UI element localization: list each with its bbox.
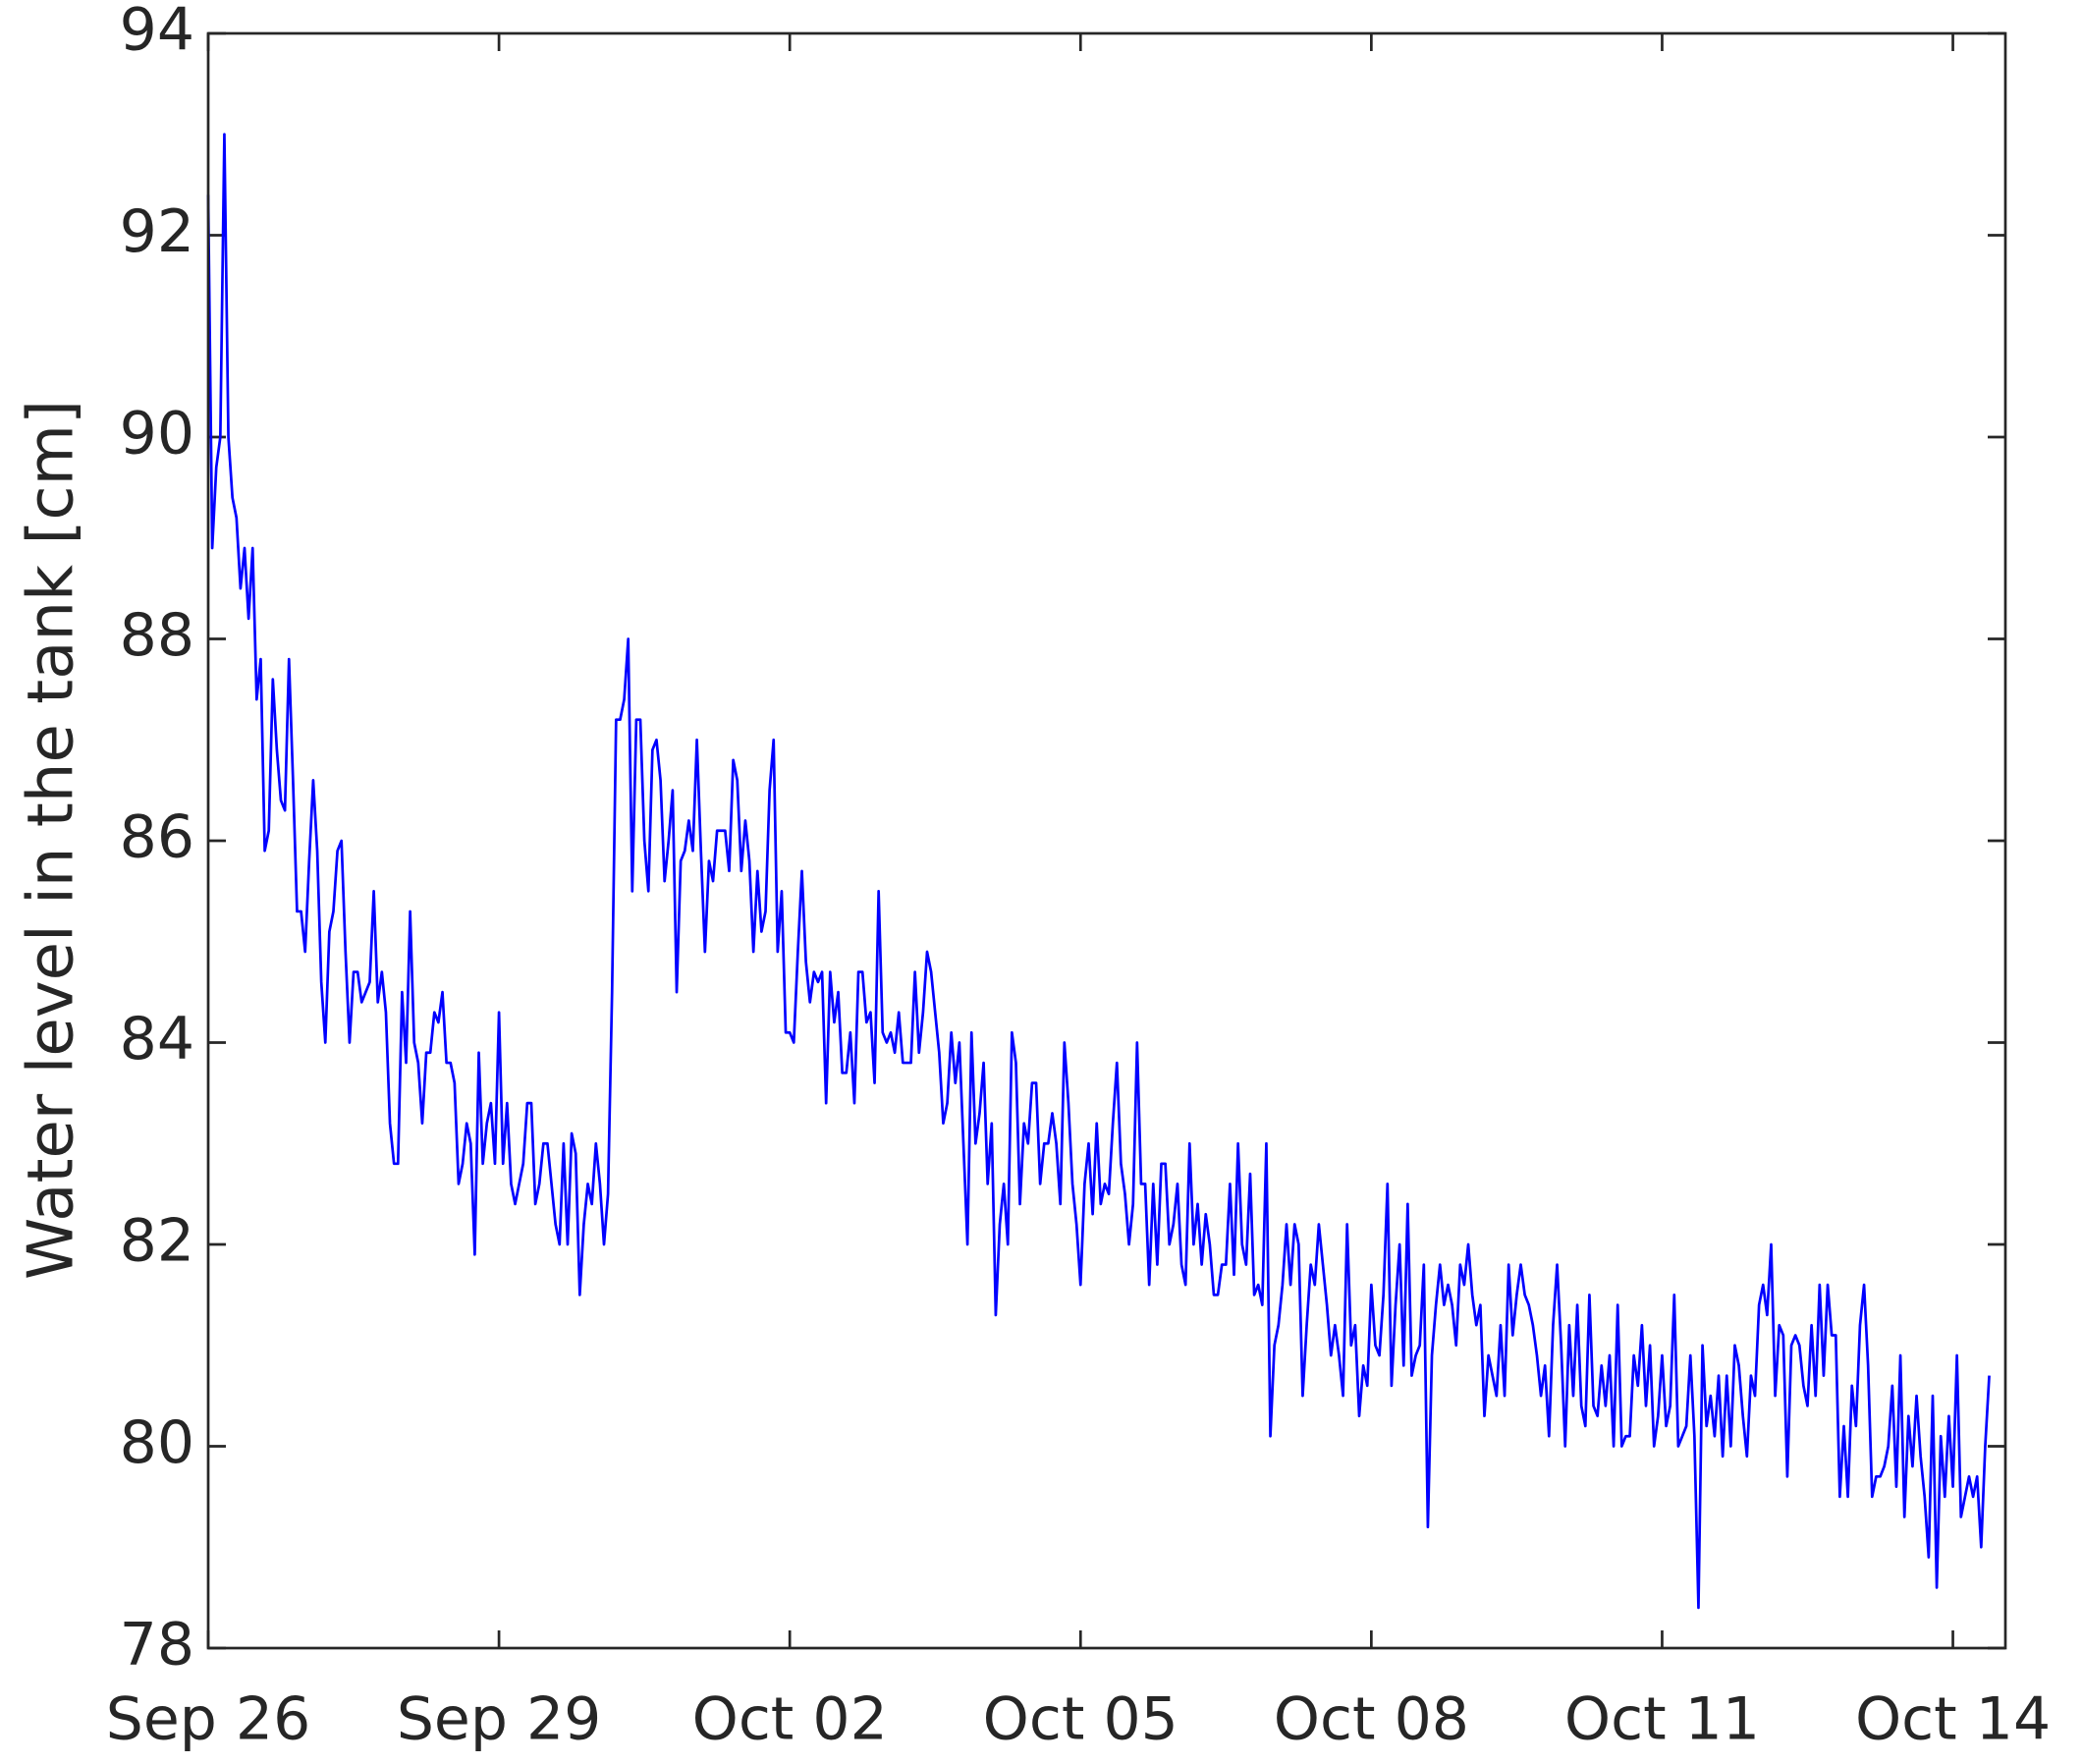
data-line xyxy=(206,133,1991,1610)
x-tick-label: Oct 11 xyxy=(1564,1685,1760,1754)
y-axis-label: Water level in the tank [cm] xyxy=(16,400,88,1280)
x-tick-label: Oct 05 xyxy=(983,1685,1178,1754)
y-tick-label: 86 xyxy=(120,803,194,872)
y-tick-label: 94 xyxy=(120,0,194,65)
plot-area xyxy=(208,33,2005,1648)
y-tick-label: 90 xyxy=(120,400,194,469)
y-tick-label: 82 xyxy=(120,1207,194,1276)
x-tick-label: Oct 08 xyxy=(1274,1685,1469,1754)
y-tick-label: 78 xyxy=(120,1611,194,1680)
y-tick-label: 92 xyxy=(120,197,194,266)
x-tick-label: Oct 02 xyxy=(692,1685,888,1754)
x-tick-label: Oct 14 xyxy=(1855,1685,2051,1754)
y-tick-label: 84 xyxy=(120,1005,194,1074)
y-tick-label: 88 xyxy=(120,601,194,670)
x-tick-label: Sep 29 xyxy=(397,1685,602,1754)
axes-frame xyxy=(206,31,2007,1650)
y-tick-label: 80 xyxy=(120,1408,194,1477)
x-tick-label: Sep 26 xyxy=(106,1685,311,1754)
